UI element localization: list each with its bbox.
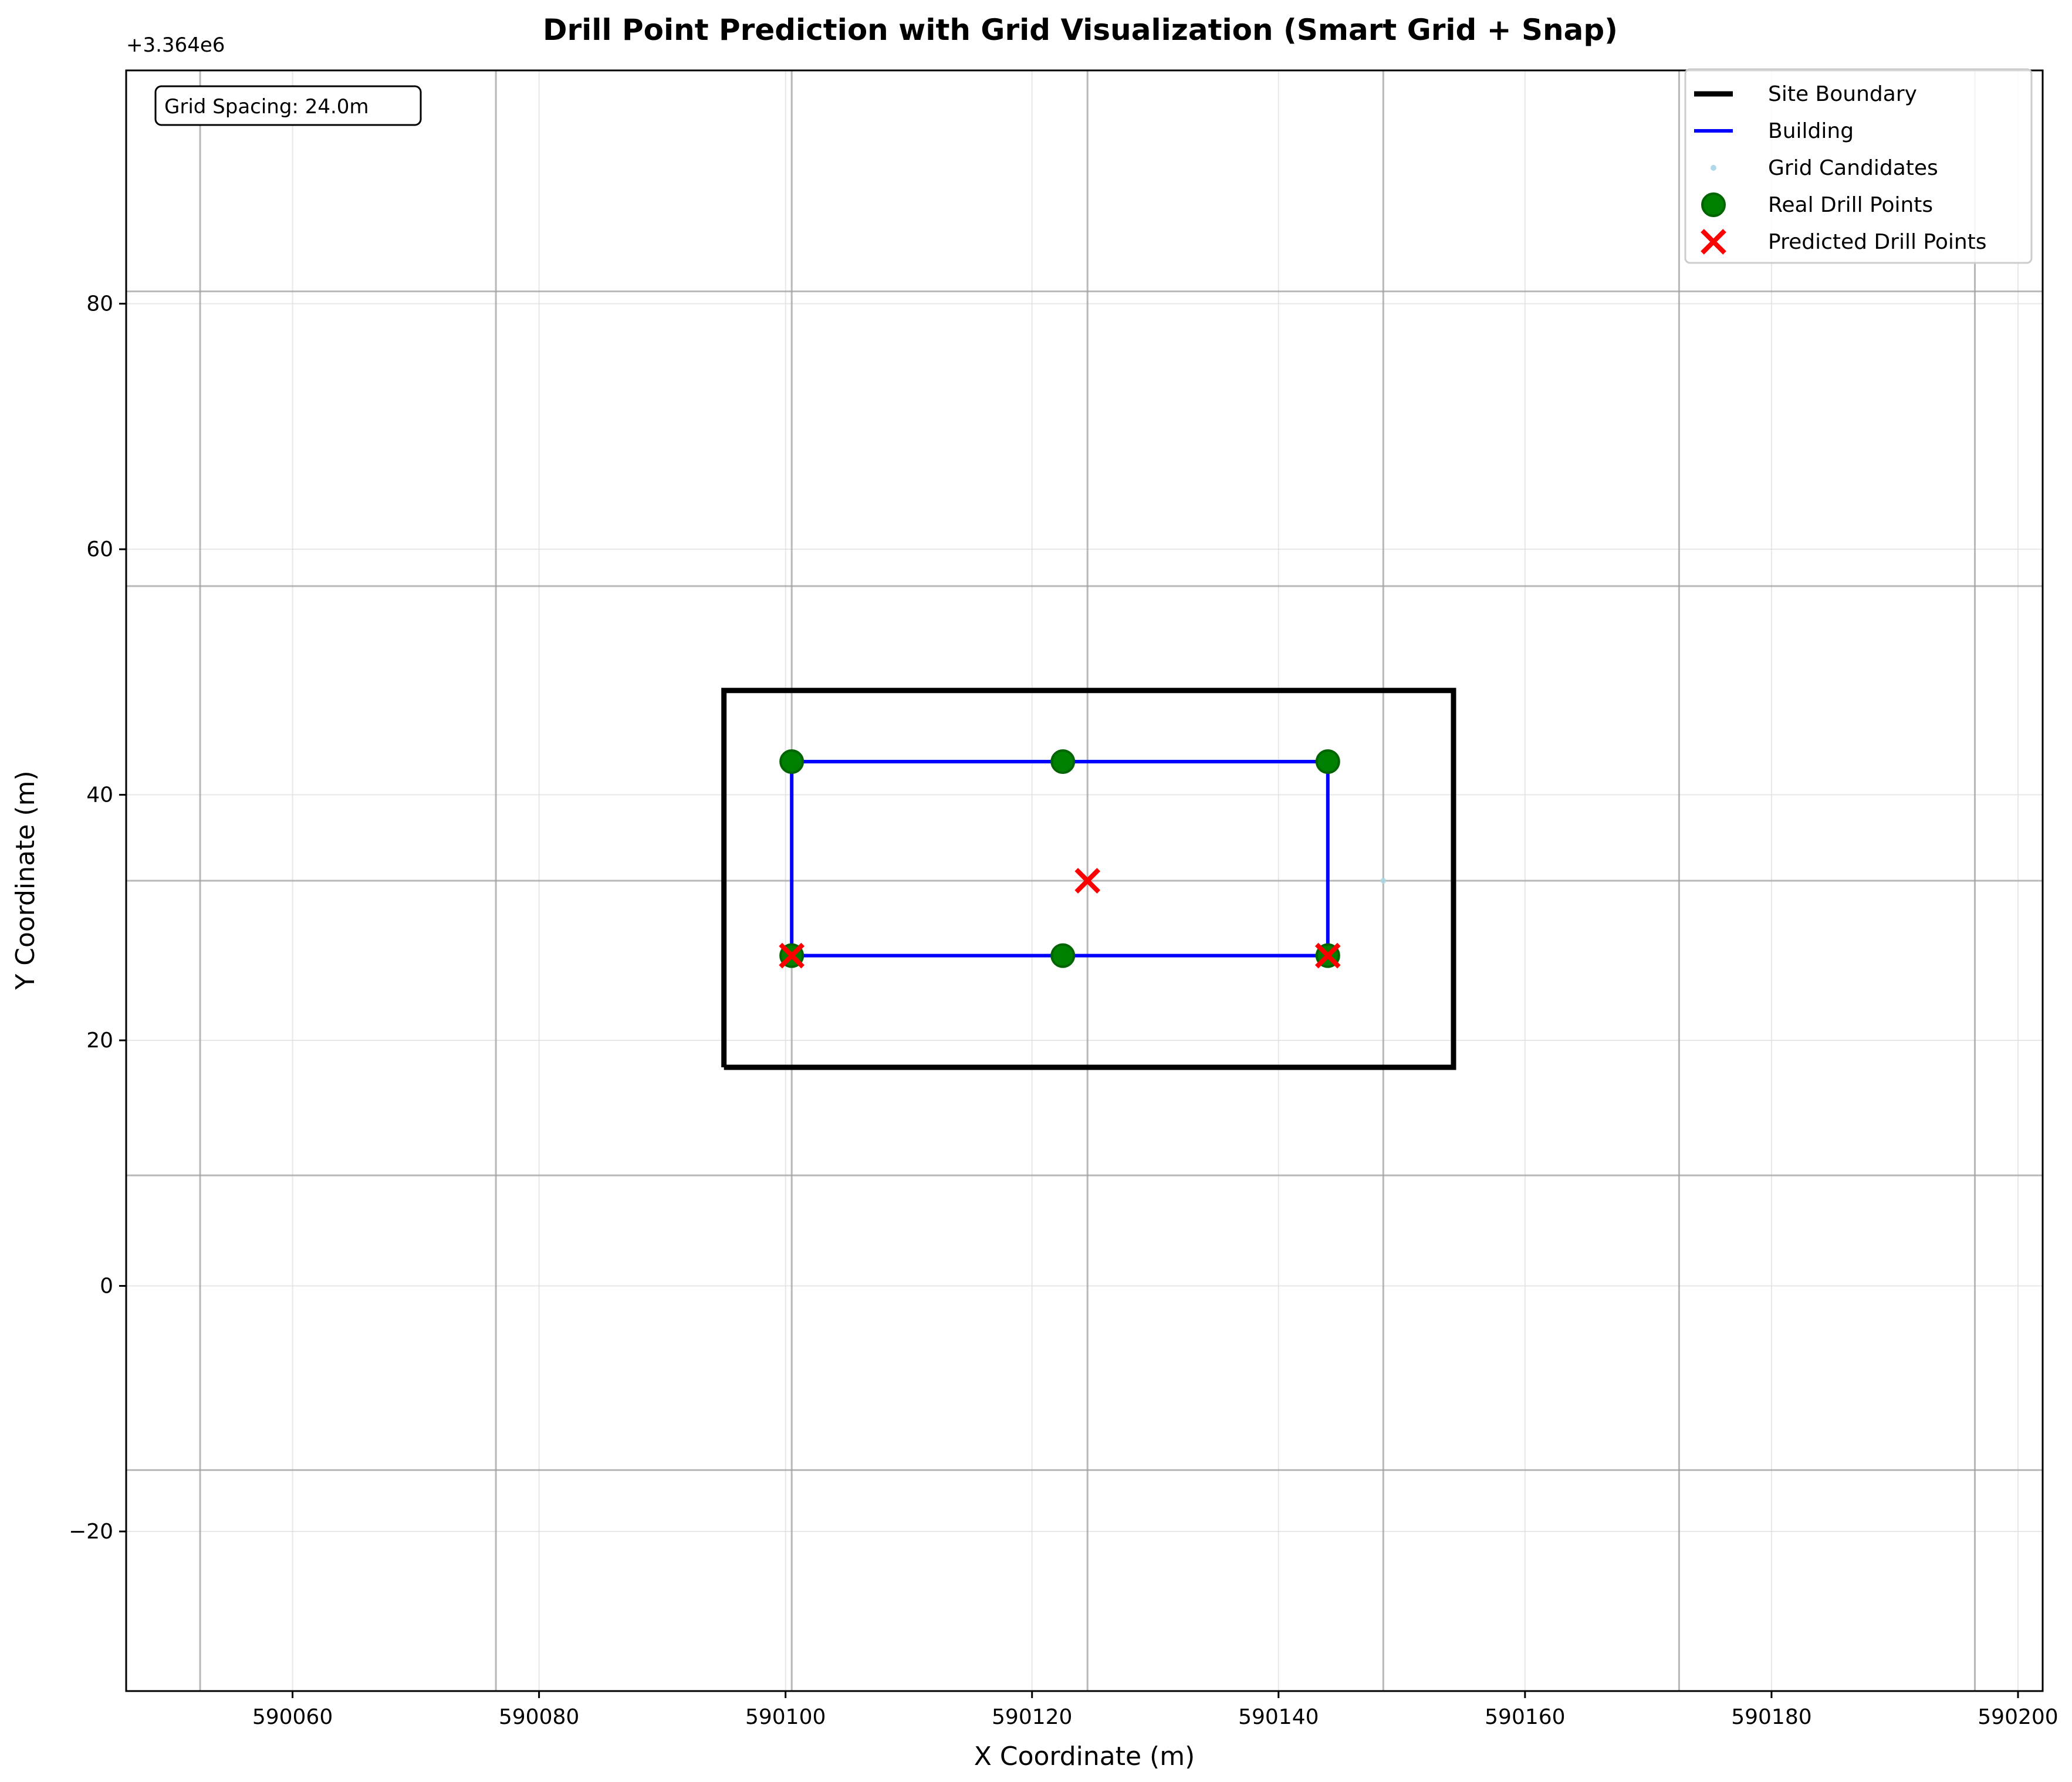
x-tick-label-0: 590060 — [252, 1705, 333, 1729]
y-tick-label-1: 0 — [100, 1274, 113, 1299]
predicted-drill-point-1 — [779, 942, 805, 969]
y-tick-label-4: 60 — [86, 537, 113, 562]
plot-area — [125, 69, 2044, 1692]
real-drill-point-2 — [1315, 749, 1340, 775]
annotation-text: Grid Spacing: 24.0m — [164, 95, 369, 119]
site-boundary-line — [721, 688, 1456, 1070]
legend: Site Boundary Building Grid Candidates Real… — [1684, 68, 2033, 264]
plot-frame — [125, 69, 2044, 1692]
x-tick-label-4: 590140 — [1238, 1705, 1319, 1729]
x-tick-label-6: 590180 — [1731, 1705, 1811, 1729]
predicted-drill-point-2 — [1314, 942, 1341, 969]
x-tick-label-7: 590200 — [1978, 1705, 2058, 1729]
legend-label-0: Site Boundary — [1768, 82, 1917, 106]
legend-label-4: Predicted Drill Points — [1768, 230, 1987, 254]
y-axis: −20 0 20 40 60 80 — [69, 292, 126, 1544]
y-tick-label-5: 80 — [86, 292, 113, 316]
x-axis-label: X Coordinate (m) — [974, 1742, 1195, 1771]
real-drill-point-1 — [1050, 749, 1076, 775]
chart-title: Drill Point Prediction with Grid Visuali… — [543, 13, 1618, 47]
grid-spacing-annotation: Grid Spacing: 24.0m — [154, 85, 422, 126]
legend-swatch-4 — [1701, 229, 1726, 255]
real-drill-point-4 — [1050, 943, 1076, 968]
series-layer — [721, 688, 1456, 1070]
real-drill-point-0 — [779, 749, 805, 775]
predicted-drill-point-0 — [1074, 868, 1101, 894]
legend-label-1: Building — [1768, 119, 1854, 143]
legend-label-3: Real Drill Points — [1768, 193, 1933, 217]
legend-label-2: Grid Candidates — [1768, 156, 1938, 180]
annotation-box — [154, 85, 422, 126]
grid-candidate-point-0 — [1380, 878, 1387, 884]
legend-swatch-3 — [1701, 192, 1726, 217]
y-offset-label: +3.364e6 — [126, 33, 225, 57]
y-tick-label-3: 40 — [86, 783, 113, 807]
x-tick-label-1: 590080 — [499, 1705, 579, 1729]
y-axis-label: Y Coordinate (m) — [11, 770, 40, 990]
x-tick-label-2: 590100 — [745, 1705, 826, 1729]
y-tick-label-2: 20 — [86, 1029, 113, 1053]
x-tick-label-3: 590120 — [992, 1705, 1072, 1729]
x-axis: 590060 590080 590100 590120 590140 590160 5901… — [252, 1691, 2059, 1729]
x-tick-label-5: 590160 — [1485, 1705, 1565, 1729]
y-tick-label-0: −20 — [69, 1520, 113, 1544]
legend-frame — [1684, 68, 2033, 264]
legend-swatch-2 — [1711, 165, 1716, 171]
